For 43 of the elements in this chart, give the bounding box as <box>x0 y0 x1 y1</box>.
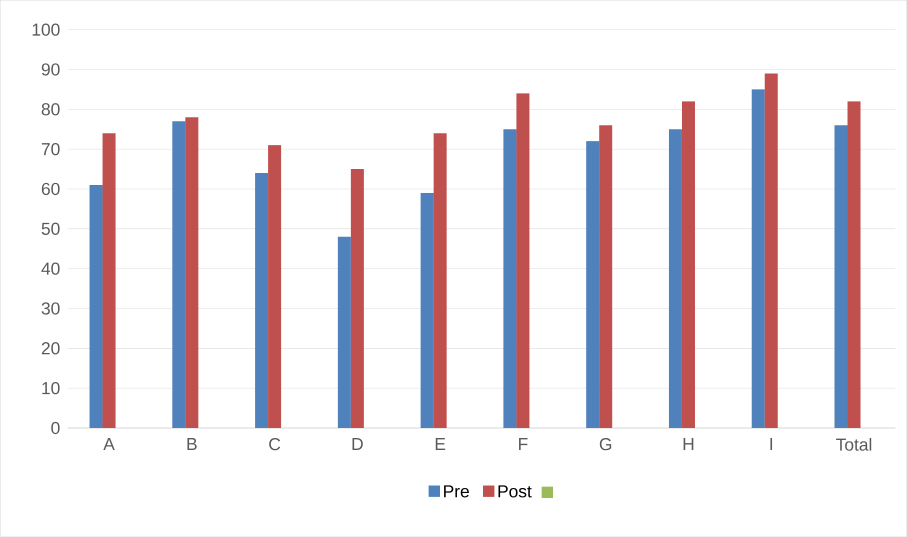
x-tick-label: A <box>103 438 115 450</box>
bar <box>338 236 351 428</box>
y-tick-label: 10 <box>42 382 60 394</box>
x-tick-label: C <box>269 438 280 450</box>
bar <box>764 74 778 428</box>
bar <box>848 101 861 428</box>
bar <box>350 169 364 428</box>
bar <box>434 133 447 428</box>
y-tick-label: 40 <box>41 262 60 275</box>
y-tick-label: 80 <box>42 103 60 116</box>
legend-label: Pre <box>444 486 469 498</box>
bar <box>420 193 434 428</box>
bar <box>90 185 103 428</box>
y-tick-label: 50 <box>42 222 60 236</box>
y-tick-label: 20 <box>42 342 60 355</box>
x-tick-label: Total <box>836 438 872 451</box>
bar <box>834 125 848 428</box>
bar <box>503 129 516 428</box>
legend-label: Post <box>498 486 532 498</box>
bar <box>516 94 530 428</box>
bar <box>268 145 282 428</box>
bar <box>185 117 198 428</box>
x-tick-label: G <box>600 438 612 450</box>
y-tick-label: 70 <box>42 143 60 156</box>
x-tick-label: H <box>684 438 694 450</box>
y-tick-label: 100 <box>32 24 60 36</box>
x-tick-label: F <box>519 438 528 450</box>
bar <box>752 90 765 428</box>
y-tick-label: 60 <box>42 182 60 196</box>
bar <box>172 121 186 428</box>
bar <box>102 133 116 428</box>
x-tick-label: E <box>436 438 446 450</box>
x-tick-label: B <box>187 438 197 450</box>
y-tick-label: 30 <box>42 302 60 315</box>
bar <box>668 129 682 428</box>
x-tick-label: I <box>770 438 772 450</box>
bar <box>682 101 695 428</box>
x-tick-label: D <box>352 438 363 450</box>
y-tick-label: 90 <box>42 63 60 76</box>
bar <box>599 125 612 428</box>
y-tick-label: 0 <box>51 422 60 434</box>
bar <box>255 173 268 428</box>
bar <box>586 141 600 428</box>
